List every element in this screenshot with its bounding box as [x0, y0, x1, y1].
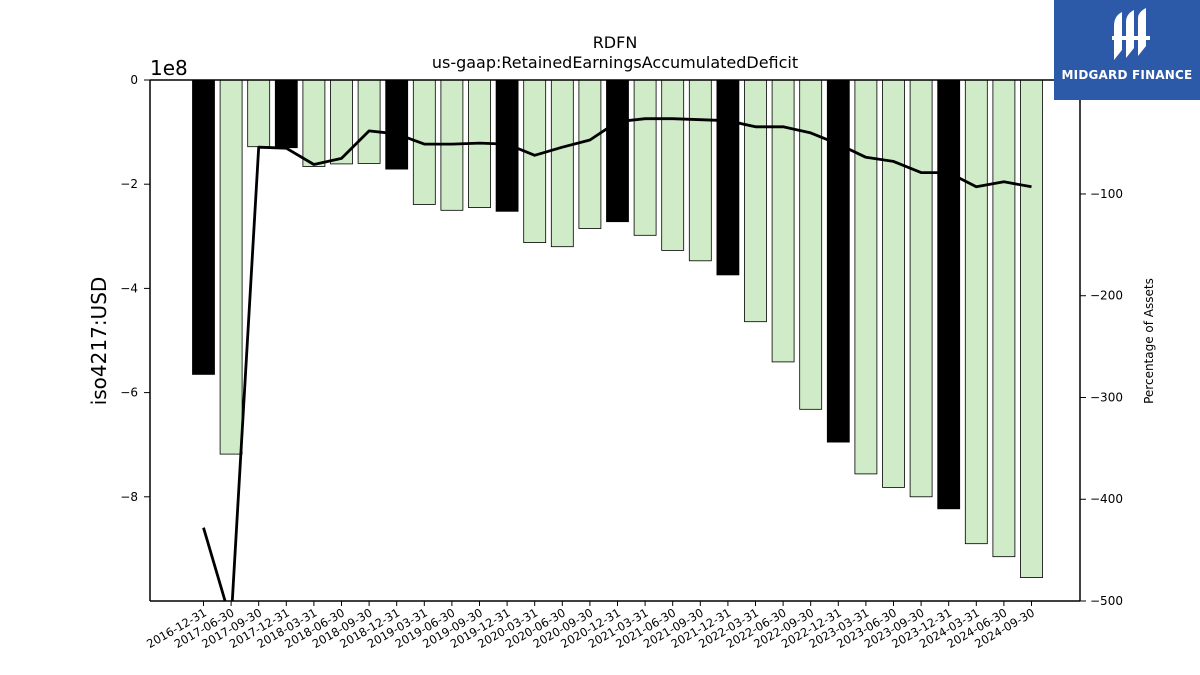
y-tick-label: −8	[120, 490, 138, 504]
bar	[661, 79, 685, 251]
bar	[826, 79, 850, 443]
bar	[192, 79, 215, 375]
bar	[219, 79, 243, 455]
bar	[744, 79, 767, 323]
bar	[937, 79, 961, 510]
y-tick-label: 0	[130, 73, 138, 87]
y-axis-label: iso4217:USD	[87, 277, 111, 406]
bar	[495, 79, 519, 212]
y-offset-label: 1e8	[150, 56, 188, 80]
y-axis-right-label: Percentage of Assets	[1142, 278, 1156, 404]
chart-subtitle: us-gaap:RetainedEarningsAccumulatedDefic…	[432, 53, 798, 72]
bar	[992, 79, 1016, 558]
bar	[1020, 79, 1043, 579]
midgard-finance-logo: MIDGARD FINANCE	[1054, 0, 1200, 100]
bar	[771, 79, 795, 363]
y-right-tick-label: −500	[1090, 594, 1123, 608]
logo-text: MIDGARD FINANCE	[1061, 68, 1193, 82]
bars-group	[192, 79, 1043, 579]
bar	[357, 79, 381, 164]
bar	[909, 79, 933, 498]
bar	[550, 79, 574, 248]
bar	[688, 79, 712, 262]
y-tick-label: −6	[120, 386, 138, 400]
bar	[799, 79, 823, 410]
logo-mark-icon	[1112, 8, 1150, 60]
bar	[274, 79, 298, 149]
bar	[578, 79, 602, 229]
line-group	[202, 117, 1032, 601]
bar	[964, 79, 988, 545]
bar	[247, 79, 271, 148]
bar	[606, 79, 629, 223]
y-tick-label: −2	[120, 177, 138, 191]
chart-title: RDFN	[593, 33, 638, 52]
y-right-tick-label: −200	[1090, 289, 1123, 303]
bar	[523, 79, 547, 244]
series-line	[202, 117, 1032, 601]
bar	[716, 79, 740, 276]
bar	[385, 79, 409, 170]
y-right-tick-label: −100	[1090, 187, 1123, 201]
bar	[882, 79, 905, 488]
y-right-tick-label: −400	[1090, 492, 1123, 506]
y-right-tick-label: −300	[1090, 390, 1123, 404]
bar	[633, 79, 657, 236]
bar	[302, 79, 326, 167]
y-tick-label: −4	[120, 281, 138, 295]
bar	[854, 79, 878, 475]
